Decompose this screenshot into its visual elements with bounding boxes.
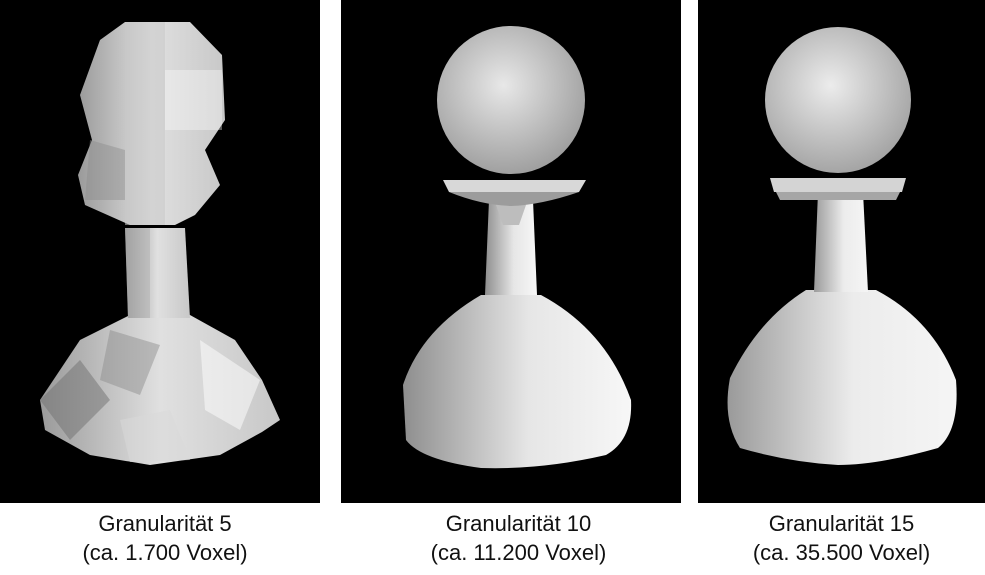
caption-voxel-count: (ca. 11.200 Voxel) xyxy=(430,540,607,565)
caption-voxel-count: (ca. 35.500 Voxel) xyxy=(752,540,931,565)
voxel-pawn-render-medium xyxy=(403,26,632,469)
render-panel-granularity-15 xyxy=(698,0,985,503)
render-panel-granularity-10 xyxy=(341,0,681,503)
caption-voxel-count: (ca. 1.700 Voxel) xyxy=(82,540,248,565)
caption-granularity-15: Granularität 15 (ca. 35.500 Voxel) xyxy=(698,509,985,567)
caption-title: Granularität 15 xyxy=(768,511,915,536)
voxel-pawn-render-coarse xyxy=(40,22,280,465)
render-panel-granularity-5 xyxy=(0,0,320,503)
caption-title: Granularität 10 xyxy=(445,511,592,536)
caption-granularity-10: Granularität 10 (ca. 11.200 Voxel) xyxy=(341,509,696,567)
caption-title: Granularität 5 xyxy=(98,511,232,536)
voxel-pawn-render-fine xyxy=(727,27,957,465)
caption-granularity-5: Granularität 5 (ca. 1.700 Voxel) xyxy=(0,509,330,567)
